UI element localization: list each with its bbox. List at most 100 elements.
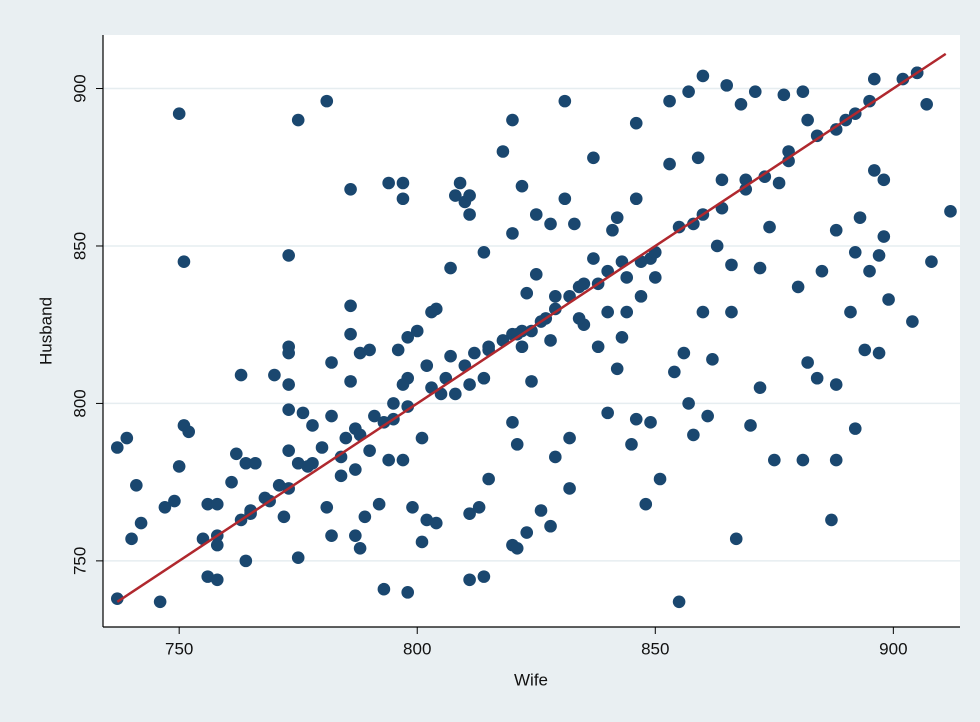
scatter-point xyxy=(358,510,372,524)
scatter-point xyxy=(410,324,424,338)
scatter-point xyxy=(477,371,491,385)
scatter-point xyxy=(777,88,791,102)
scatter-point xyxy=(344,299,357,313)
scatter-point xyxy=(620,271,634,284)
scatter-point xyxy=(177,255,191,269)
scatter-point xyxy=(368,409,381,423)
scatter-point xyxy=(815,264,829,278)
scatter-point xyxy=(829,223,843,237)
scatter-point xyxy=(387,397,400,410)
scatter-point xyxy=(748,85,762,98)
scatter-point xyxy=(249,456,262,470)
scatter-point xyxy=(829,123,843,136)
scatter-point xyxy=(572,312,586,325)
x-tick-label: 750 xyxy=(165,639,193,658)
scatter-point xyxy=(868,164,881,177)
scatter-point xyxy=(629,412,643,426)
scatter-point xyxy=(558,94,572,108)
scatter-point xyxy=(701,409,714,423)
scatter-point xyxy=(796,453,810,467)
scatter-point xyxy=(477,245,491,259)
scatter-point xyxy=(291,113,305,127)
scatter-point xyxy=(668,365,681,379)
scatter-point xyxy=(234,368,248,382)
scatter-point xyxy=(315,441,329,454)
scatter-point xyxy=(906,315,919,328)
scatter-point xyxy=(601,305,614,319)
scatter-point xyxy=(587,252,600,265)
scatter-point xyxy=(663,157,676,171)
scatter-point xyxy=(634,290,648,303)
scatter-point xyxy=(677,346,691,360)
scatter-point xyxy=(549,302,562,316)
scatter-point xyxy=(296,406,310,420)
scatter-point xyxy=(210,538,224,552)
scatter-point xyxy=(691,151,705,165)
x-tick-label: 900 xyxy=(879,639,907,658)
scatter-point xyxy=(610,362,624,376)
y-tick-label: 800 xyxy=(70,389,89,417)
scatter-point xyxy=(230,447,243,461)
scatter-point xyxy=(696,305,710,319)
scatter-point xyxy=(744,419,757,432)
scatter-point xyxy=(629,116,643,130)
y-tick-label: 850 xyxy=(70,232,89,260)
scatter-point xyxy=(791,280,805,294)
scatter-point xyxy=(506,113,519,127)
scatter-point xyxy=(325,529,338,542)
scatter-point xyxy=(429,516,443,530)
scatter-point xyxy=(282,346,295,360)
scatter-point xyxy=(463,507,476,520)
scatter-point xyxy=(696,69,710,83)
scatter-point xyxy=(272,478,286,492)
scatter-point xyxy=(449,387,462,401)
scatter-point xyxy=(829,453,843,467)
scatter-point xyxy=(877,173,891,187)
scatter-point xyxy=(853,211,867,224)
scatter-point xyxy=(239,456,253,470)
scatter-point xyxy=(515,340,529,354)
scatter-point xyxy=(334,450,348,464)
scatter-point xyxy=(182,425,195,439)
scatter-point xyxy=(568,217,581,231)
scatter-point xyxy=(544,334,557,347)
scatter-point xyxy=(382,453,395,467)
scatter-point xyxy=(344,327,357,341)
scatter-point xyxy=(130,478,143,492)
scatter-point xyxy=(415,535,429,549)
scatter-point xyxy=(825,513,838,527)
scatter-point xyxy=(725,258,738,272)
scatter-point xyxy=(734,97,748,111)
scatter-point xyxy=(382,176,395,190)
scatter-point xyxy=(282,403,295,417)
scatter-point xyxy=(463,189,476,202)
scatter-point xyxy=(715,173,729,187)
scatter-point xyxy=(549,290,562,303)
scatter-point xyxy=(134,516,148,530)
scatter-point xyxy=(353,346,367,360)
scatter-point xyxy=(558,192,572,206)
scatter-point xyxy=(763,220,776,234)
scatter-point xyxy=(648,271,662,284)
y-axis-title: Husband xyxy=(36,297,55,365)
scatter-point xyxy=(687,217,700,231)
scatter-point xyxy=(510,327,524,341)
scatter-point xyxy=(201,570,215,583)
scatter-point xyxy=(472,501,486,514)
scatter-point xyxy=(672,595,686,609)
scatter-point xyxy=(882,293,895,306)
scatter-point xyxy=(810,371,824,385)
scatter-point xyxy=(848,422,862,435)
scatter-point xyxy=(325,356,338,369)
scatter-point xyxy=(515,179,529,193)
scatter-point xyxy=(682,397,695,410)
scatter-point xyxy=(520,526,534,539)
scatter-point xyxy=(796,85,810,98)
scatter-point xyxy=(415,431,429,445)
scatter-point xyxy=(525,375,538,388)
scatter-point xyxy=(239,554,253,568)
scatter-point xyxy=(396,378,410,391)
scatter-point xyxy=(848,245,862,259)
scatter-point xyxy=(601,406,614,420)
